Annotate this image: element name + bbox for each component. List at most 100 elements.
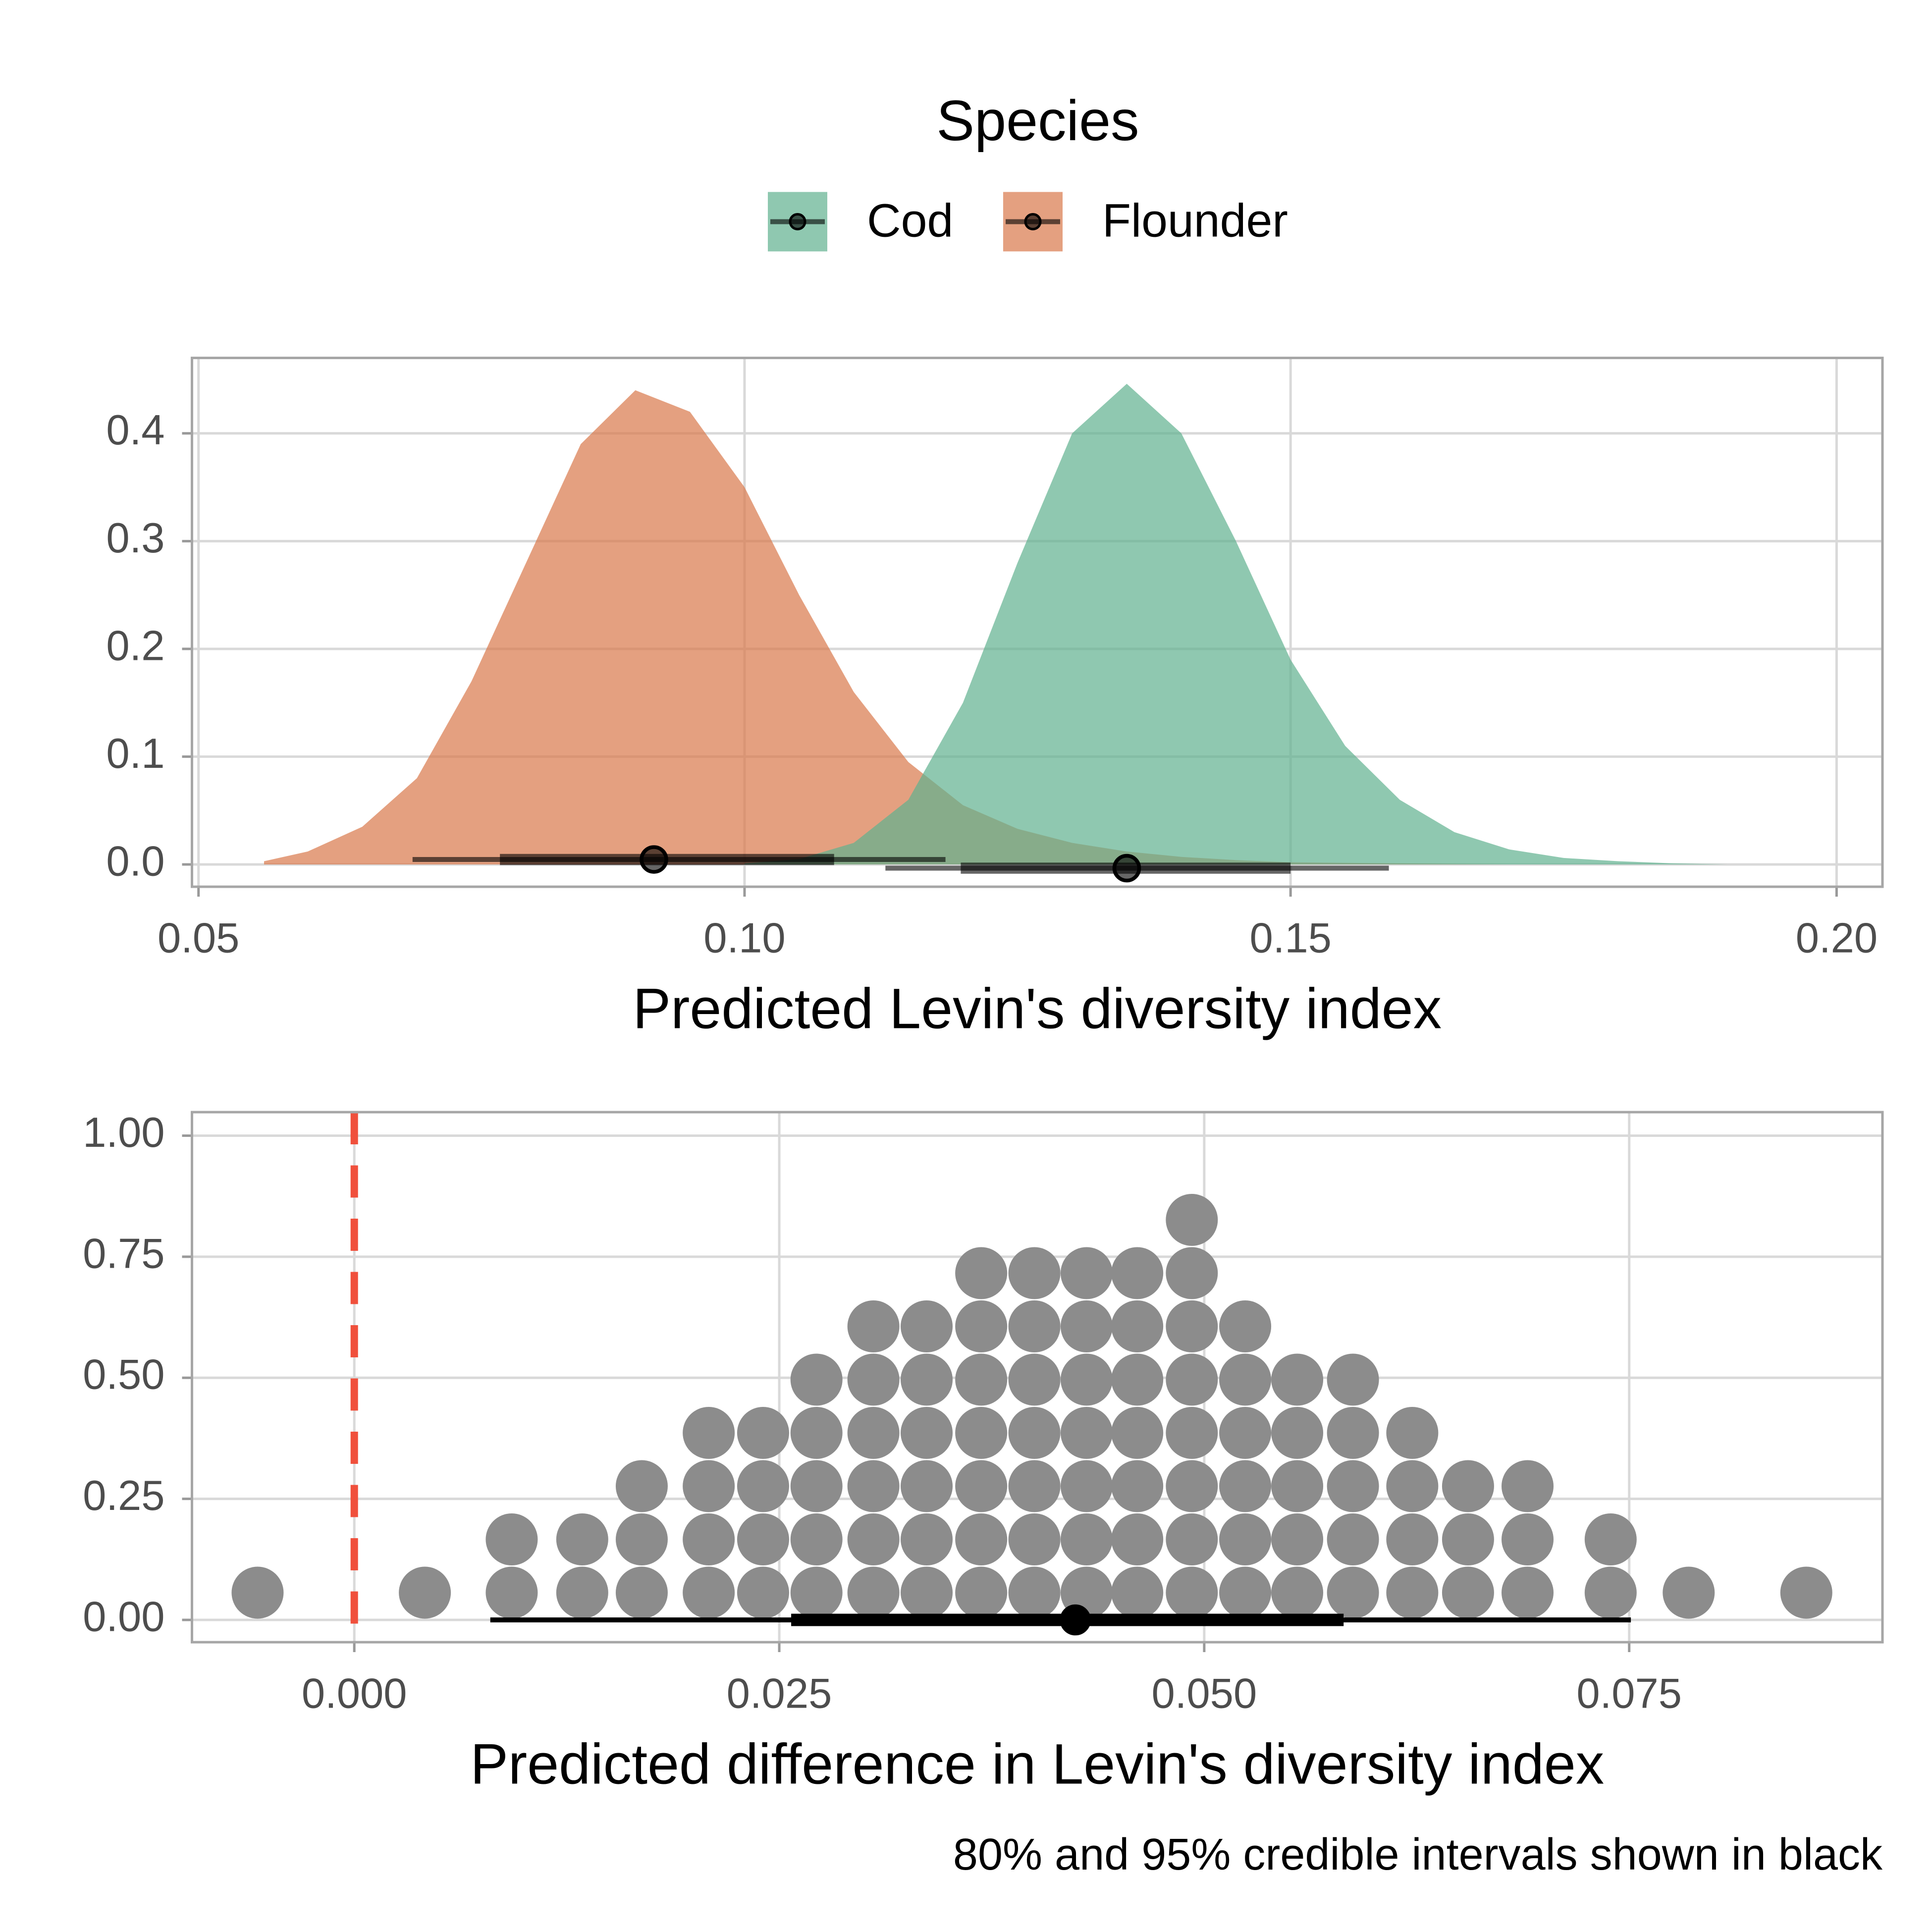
y-tick-label: 0.3 <box>106 515 164 562</box>
dot <box>1271 1460 1324 1512</box>
dot <box>1060 1300 1113 1353</box>
dot <box>1060 1513 1113 1566</box>
dot <box>1060 1407 1113 1459</box>
x-axis-title: Predicted difference in Levin's diversit… <box>470 1732 1604 1796</box>
dot <box>901 1513 953 1566</box>
dot <box>901 1353 953 1406</box>
panel-border <box>191 1111 1884 1644</box>
dot <box>556 1513 608 1566</box>
x-tick-label: 0.05 <box>158 914 239 962</box>
dot <box>1111 1460 1164 1512</box>
dot <box>955 1247 1008 1299</box>
dot <box>1502 1566 1554 1619</box>
x-axis-title: Predicted Levin's diversity index <box>633 977 1442 1040</box>
dot <box>737 1513 789 1566</box>
y-tick-label: 0.0 <box>106 838 164 885</box>
dot <box>847 1513 900 1566</box>
dot <box>847 1566 900 1619</box>
dot <box>737 1460 789 1512</box>
dot <box>1219 1407 1272 1459</box>
dot <box>683 1513 735 1566</box>
dot <box>683 1460 735 1512</box>
dot <box>1386 1513 1439 1566</box>
dot <box>615 1566 668 1619</box>
dot <box>485 1513 538 1566</box>
dot <box>847 1353 900 1406</box>
dot <box>955 1566 1008 1619</box>
dot <box>1219 1566 1272 1619</box>
dot <box>1219 1513 1272 1566</box>
dot <box>1219 1300 1272 1353</box>
dot <box>847 1407 900 1459</box>
dot <box>1327 1566 1379 1619</box>
dot <box>1166 1460 1218 1512</box>
dot <box>790 1566 843 1619</box>
x-tick-label: 0.025 <box>727 1670 832 1717</box>
dot <box>1584 1513 1637 1566</box>
dot <box>1111 1300 1164 1353</box>
dot <box>1327 1353 1379 1406</box>
dot <box>1008 1407 1061 1459</box>
dot <box>1008 1566 1061 1619</box>
dot <box>1502 1460 1554 1512</box>
dot <box>790 1460 843 1512</box>
legend-title: Species <box>936 89 1139 153</box>
dot <box>1502 1513 1554 1566</box>
dot <box>1166 1566 1218 1619</box>
median-point <box>1060 1604 1091 1636</box>
y-tick-label: 0.4 <box>106 407 164 454</box>
y-tick-label: 1.00 <box>83 1109 164 1156</box>
dot <box>1166 1194 1218 1246</box>
x-tick-label: 0.20 <box>1796 914 1878 962</box>
dot <box>790 1513 843 1566</box>
dot <box>1166 1513 1218 1566</box>
dot <box>1271 1353 1324 1406</box>
dot <box>1442 1566 1494 1619</box>
legend: Cod Flounder <box>768 192 1288 252</box>
dot <box>1060 1353 1113 1406</box>
legend-label: Cod <box>867 195 953 247</box>
dot <box>955 1460 1008 1512</box>
y-tick-label: 0.1 <box>106 730 164 777</box>
dot <box>1060 1460 1113 1512</box>
dot <box>485 1566 538 1619</box>
caption: 80% and 95% credible intervals shown in … <box>953 1830 1883 1879</box>
dot <box>955 1300 1008 1353</box>
dot <box>1271 1566 1324 1619</box>
dot <box>847 1300 900 1353</box>
dot <box>1008 1300 1061 1353</box>
dot <box>737 1407 789 1459</box>
dot <box>1008 1247 1061 1299</box>
x-tick-label: 0.15 <box>1249 914 1331 962</box>
dot <box>556 1566 608 1619</box>
dot <box>1166 1300 1218 1353</box>
y-tick-label: 0.00 <box>83 1593 164 1640</box>
y-tick-label: 0.75 <box>83 1230 164 1277</box>
dot <box>1008 1460 1061 1512</box>
legend-key-point <box>789 213 806 230</box>
dot <box>1584 1566 1637 1619</box>
dot <box>1386 1407 1439 1459</box>
dot <box>1442 1460 1494 1512</box>
legend-label: Flounder <box>1102 195 1288 247</box>
dot <box>1219 1353 1272 1406</box>
dot <box>1386 1566 1439 1619</box>
dot <box>1166 1407 1218 1459</box>
dot <box>1111 1513 1164 1566</box>
legend-key-point <box>1024 213 1042 230</box>
dot <box>955 1353 1008 1406</box>
dot <box>1060 1247 1113 1299</box>
dot <box>901 1407 953 1459</box>
dot <box>1008 1353 1061 1406</box>
dot <box>901 1566 953 1619</box>
panel-border <box>191 357 1884 888</box>
dot <box>1442 1513 1494 1566</box>
dot <box>1111 1566 1164 1619</box>
dot <box>955 1407 1008 1459</box>
dot <box>399 1566 451 1619</box>
dot <box>901 1460 953 1512</box>
dot <box>1327 1513 1379 1566</box>
dot <box>1008 1513 1061 1566</box>
dot <box>683 1566 735 1619</box>
dot <box>1166 1353 1218 1406</box>
